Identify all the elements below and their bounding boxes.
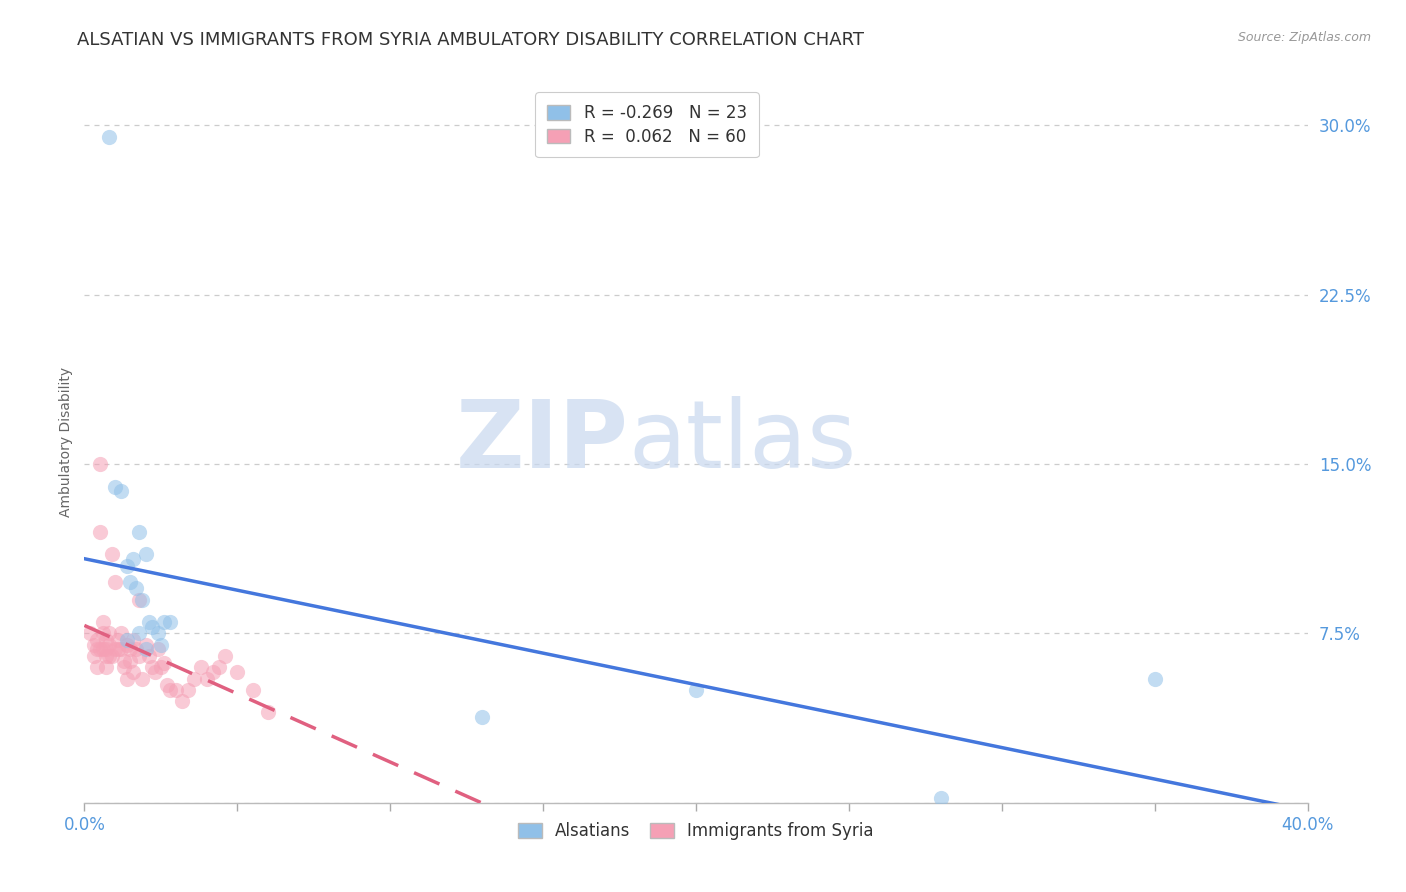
Point (112, 660, 135, 674)
Point (128, 592, 150, 607)
Text: ALSATIAN VS IMMIGRANTS FROM SYRIA AMBULATORY DISABILITY CORRELATION CHART: ALSATIAN VS IMMIGRANTS FROM SYRIA AMBULA… (77, 31, 865, 49)
Point (86, 642, 108, 657)
Point (159, 615, 181, 630)
Point (138, 648, 160, 663)
Point (107, 633, 129, 648)
Point (115, 633, 138, 648)
Point (143, 665, 166, 679)
Point (128, 524, 150, 539)
Point (104, 642, 127, 657)
Point (97, 626, 120, 640)
Point (153, 656, 176, 670)
Point (242, 682, 264, 697)
Point (115, 638, 138, 652)
Point (156, 678, 179, 692)
Point (195, 672, 218, 686)
Point (94, 642, 117, 657)
Point (122, 665, 145, 679)
Point (120, 642, 142, 657)
Point (183, 672, 205, 686)
Point (107, 642, 129, 657)
Point (91, 615, 114, 630)
Legend: Alsatians, Immigrants from Syria: Alsatians, Immigrants from Syria (510, 814, 882, 848)
Point (471, 710, 494, 724)
Point (165, 682, 187, 697)
Point (128, 648, 150, 663)
Point (83, 648, 105, 663)
Point (131, 672, 153, 686)
Point (101, 548, 124, 562)
Point (257, 706, 280, 720)
Point (112, 654, 135, 668)
Point (83, 638, 105, 652)
Point (97, 129, 120, 144)
Point (89, 457, 111, 471)
Point (91, 626, 114, 640)
Point (135, 548, 157, 562)
Point (97, 638, 120, 652)
Point (929, 791, 952, 805)
Text: atlas: atlas (628, 395, 856, 488)
Point (149, 638, 172, 652)
Point (1143, 672, 1166, 686)
Point (120, 574, 142, 589)
Point (226, 665, 249, 679)
Point (115, 558, 138, 573)
Point (101, 648, 124, 663)
Point (94, 648, 117, 663)
Point (89, 524, 111, 539)
Point (153, 615, 176, 630)
Point (159, 682, 181, 697)
Point (146, 642, 169, 657)
Point (208, 660, 231, 674)
Point (86, 633, 108, 648)
Point (172, 694, 194, 708)
Point (135, 638, 157, 652)
Point (128, 626, 150, 640)
Point (138, 615, 160, 630)
Point (141, 660, 163, 674)
Point (122, 552, 145, 566)
Point (141, 620, 163, 634)
Text: ZIP: ZIP (456, 395, 628, 488)
Y-axis label: Ambulatory Disability: Ambulatory Disability (59, 367, 73, 516)
Point (125, 642, 148, 657)
Point (120, 654, 142, 668)
Point (131, 592, 153, 607)
Point (115, 672, 138, 686)
Point (685, 682, 707, 697)
Point (104, 574, 127, 589)
Point (201, 665, 224, 679)
Point (104, 480, 127, 494)
Point (146, 626, 169, 640)
Point (110, 484, 132, 499)
Point (125, 582, 148, 596)
Point (91, 642, 114, 657)
Point (86, 660, 108, 674)
Point (190, 660, 212, 674)
Text: Source: ZipAtlas.com: Source: ZipAtlas.com (1237, 31, 1371, 45)
Point (97, 648, 120, 663)
Point (149, 660, 172, 674)
Point (110, 642, 132, 657)
Point (177, 682, 200, 697)
Point (110, 626, 132, 640)
Point (79, 626, 101, 640)
Point (214, 648, 236, 663)
Point (135, 642, 157, 657)
Point (94, 633, 117, 648)
Point (122, 633, 145, 648)
Point (89, 642, 111, 657)
Point (94, 660, 117, 674)
